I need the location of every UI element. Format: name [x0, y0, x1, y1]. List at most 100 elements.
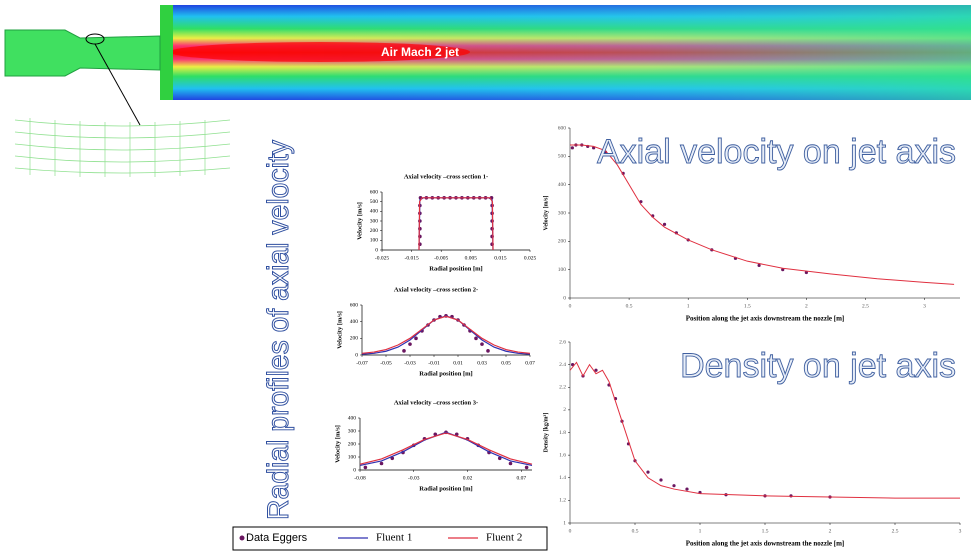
x-tick-label: -0.08 [354, 475, 366, 481]
y-tick-label: 0 [355, 352, 358, 358]
data-point [685, 487, 689, 491]
series-line [569, 361, 960, 499]
data-point [486, 349, 490, 353]
y-tick-label: 0 [563, 295, 566, 301]
y-tick-label: 0 [353, 467, 356, 473]
x-tick-label: 0.03 [477, 360, 487, 366]
data-point [757, 263, 761, 268]
y-tick-label: 2.2 [559, 385, 566, 391]
data-point [662, 222, 667, 226]
x-tick-label: -0.015 [404, 255, 418, 261]
chart-title: Axial velocity –cross section 3- [394, 399, 478, 406]
zoom-arrow [94, 43, 141, 126]
chart-title: Axial velocity on jet axis [597, 133, 956, 171]
x-tick-label: 0.015 [494, 255, 507, 261]
x-tick-label: 0.5 [626, 303, 633, 309]
x-tick-label: 0 [569, 303, 572, 309]
chart: -0.025 -0.015 -0.005 0.005 0.015 0.025 0 100 200… [356, 173, 536, 272]
x-axis-label: Radial position [m] [419, 370, 472, 377]
y-tick-label: 600 [558, 125, 567, 131]
data-point [414, 336, 418, 341]
y-tick-label: 600 [350, 302, 359, 308]
data-point [594, 368, 598, 372]
y-tick-label: 2 [563, 407, 566, 413]
series-line [418, 197, 494, 251]
legend-marker [239, 535, 245, 541]
x-tick-label: 0.07 [516, 475, 526, 481]
x-tick-label: 2 [829, 528, 832, 534]
y-tick-label: 500 [370, 199, 379, 205]
data-point [379, 461, 384, 466]
x-tick-label: 0.025 [524, 255, 537, 261]
x-tick-label: 0.02 [463, 475, 473, 481]
series-line [361, 315, 531, 355]
legend-label: Fluent 2 [486, 532, 522, 544]
legend-label: Fluent 1 [376, 532, 412, 544]
x-tick-label: 1.5 [762, 528, 769, 534]
x-tick-label: 3 [959, 528, 962, 534]
x-tick-label: 2.5 [862, 303, 869, 309]
y-tick-label: 300 [370, 218, 379, 224]
x-tick-label: -0.03 [404, 360, 416, 366]
x-axis-label: Radial position [m] [429, 265, 482, 272]
y-tick-label: 1.8 [559, 430, 566, 436]
x-tick-label: 0.01 [453, 360, 463, 366]
data-point [454, 432, 459, 437]
x-tick-label: -0.03 [408, 475, 420, 481]
y-tick-label: 200 [370, 228, 379, 234]
y-axis-label: Velocity [m/s] [336, 311, 343, 349]
side-title: Radial profiles of axial velocity [262, 140, 295, 520]
y-tick-label: 100 [370, 238, 379, 244]
x-axis-label: Position along the jet axis downstream t… [686, 315, 845, 323]
x-tick-label: 0 [569, 528, 572, 534]
y-tick-label: 1 [563, 520, 566, 526]
x-tick-label: -0.005 [434, 255, 448, 261]
data-point [781, 268, 785, 272]
y-tick-label: 100 [348, 454, 357, 460]
chart: 0 0.5 1 1.5 2 2.5 3 0 100 200 300 400 500 600 Axial ve… [543, 125, 960, 323]
data-point [363, 465, 368, 470]
chart-title: Density on jet axis [680, 347, 956, 385]
y-tick-label: 2.6 [559, 339, 566, 345]
x-tick-label: 0.07 [525, 360, 535, 366]
data-point [408, 342, 412, 346]
x-axis-label: Radial position [m] [419, 485, 472, 492]
chart: 0 0.5 1 1.5 2 2.5 3 1 1.2 1.4 1.6 1.8 2 2.2 2.4 2.6 Dens… [543, 339, 961, 547]
series-line [359, 431, 533, 467]
x-tick-label: 1.5 [744, 303, 751, 309]
x-tick-label: 2.5 [892, 528, 899, 534]
data-point [390, 456, 395, 461]
y-tick-label: 1.2 [559, 498, 566, 504]
legend: Data Eggers Fluent 1 Fluent 2 [232, 526, 548, 551]
data-point [570, 146, 574, 150]
data-point [659, 478, 663, 482]
legend-box [232, 526, 548, 551]
y-tick-label: 400 [370, 209, 379, 215]
data-point [480, 342, 484, 346]
y-tick-label: 1.4 [559, 475, 566, 481]
y-tick-label: 1.6 [559, 452, 566, 458]
data-point [474, 336, 478, 341]
x-tick-label: 3 [923, 303, 926, 309]
y-tick-label: 400 [558, 182, 567, 188]
x-tick-label: 1 [687, 303, 690, 309]
chart: -0.08 -0.03 0.02 0.07 0 100 200 300 400 Axial vel… [334, 399, 533, 492]
x-tick-label: 0.5 [632, 528, 639, 534]
legend-label: Data Eggers [246, 532, 308, 544]
y-tick-label: 100 [558, 267, 567, 273]
data-point [497, 456, 502, 461]
data-point [508, 461, 513, 466]
jet-core [170, 42, 470, 62]
x-tick-label: 1 [699, 528, 702, 534]
y-axis-label: Velocity [m/s] [543, 196, 549, 231]
y-tick-label: 300 [348, 428, 357, 434]
y-axis-label: Density [kg/m³] [543, 413, 549, 453]
y-axis-label: Velocity [m/s] [356, 202, 363, 240]
y-tick-label: 200 [558, 239, 567, 245]
data-point [433, 432, 438, 437]
x-tick-label: 2 [805, 303, 808, 309]
series-line [359, 432, 533, 465]
flow-field: Air Mach 2 jet [4, 5, 971, 177]
data-point [672, 484, 676, 488]
mesh [14, 118, 231, 177]
